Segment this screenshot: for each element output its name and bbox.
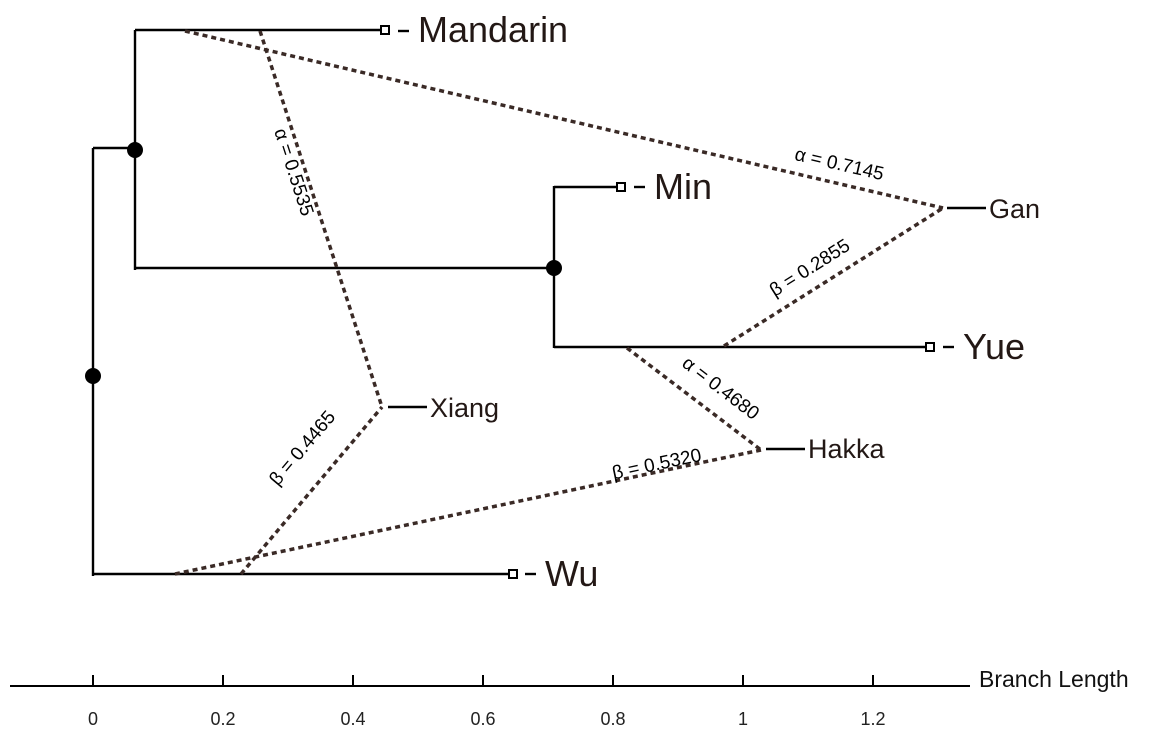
axis-tick-label: 0.4 [340,709,365,729]
axis-tick-label: 0.2 [210,709,235,729]
branch-length-axis: 0 0.2 0.4 0.6 0.8 1 1.2 Branch Length [10,666,1129,729]
xiang-alpha-edge [258,30,384,408]
root-node [85,368,101,384]
hybrid-edges [174,29,944,576]
axis-tick-label: 1 [738,709,748,729]
min-yue-node [546,260,562,276]
axis-tick-label: 0.8 [600,709,625,729]
axis-tick-label: 1.2 [860,709,885,729]
leaf-label-min: Min [654,166,712,207]
axis-tick-label: 0 [88,709,98,729]
leaf-labels: Mandarin Min Yue Wu Gan Xiang Hakka [418,9,1040,594]
tree-branches [91,28,928,576]
leaf-label-hakka: Hakka [808,434,886,464]
gan-alpha-edge [184,29,944,210]
hakka-beta-edge [174,448,762,576]
internal-nodes [85,142,562,384]
axis-ticks: 0 0.2 0.4 0.6 0.8 1 1.2 [88,675,886,729]
leaf-label-gan: Gan [989,194,1040,224]
min-terminal-square [616,182,626,192]
gan-alpha-label: α = 0.7145 [793,144,886,185]
xiang-beta-edge [239,405,384,576]
leaf-label-wu: Wu [545,553,598,594]
hybrid-leaf-lines [388,206,986,451]
axis-tick-label: 0.6 [470,709,495,729]
xiang-beta-label: β = 0.4465 [266,407,341,490]
leaf-label-mandarin: Mandarin [418,9,568,50]
upper-clade-node [127,142,143,158]
axis-title: Branch Length [979,666,1129,692]
leaf-label-yue: Yue [963,326,1025,367]
xiang-alpha-label: α = 0.5535 [269,126,317,219]
mandarin-terminal-square [380,25,390,35]
leaf-label-xiang: Xiang [430,393,499,423]
wu-terminal-square [508,569,518,579]
gan-beta-edge [723,206,944,348]
hakka-alpha-label: α = 0.4680 [678,353,763,425]
hakka-alpha-edge [625,346,763,452]
hakka-beta-label: β = 0.5320 [610,445,703,484]
yue-terminal-square [925,342,935,352]
terminal-markers [380,25,954,579]
